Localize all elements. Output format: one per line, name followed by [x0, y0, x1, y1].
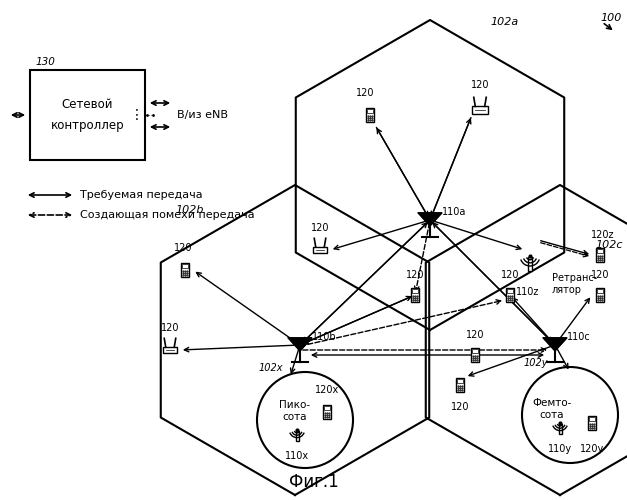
Text: Требуемая передача: Требуемая передача	[80, 190, 203, 200]
Text: 120: 120	[501, 270, 519, 280]
Bar	[456, 378, 464, 392]
Text: 120: 120	[591, 270, 609, 280]
Text: 110y: 110y	[548, 444, 572, 454]
Bar	[597, 249, 603, 254]
Text: 102a: 102a	[490, 17, 519, 27]
Text: 110x: 110x	[285, 451, 309, 461]
Polygon shape	[543, 338, 567, 351]
Bar	[411, 288, 419, 302]
Text: сота: сота	[283, 412, 307, 422]
Bar	[472, 350, 478, 354]
Text: 120: 120	[356, 88, 374, 98]
Text: 110a: 110a	[442, 207, 466, 217]
Bar	[295, 432, 298, 441]
Bar	[30, 70, 145, 160]
Text: Создающая помехи передача: Создающая помехи передача	[80, 210, 255, 220]
Text: Фиг.1: Фиг.1	[288, 473, 339, 491]
Text: лятор: лятор	[552, 285, 582, 295]
Bar	[596, 248, 604, 262]
Text: 102x: 102x	[259, 363, 283, 373]
Bar	[559, 425, 562, 434]
Bar	[323, 406, 331, 418]
Text: Фемто-: Фемто-	[532, 398, 572, 408]
Bar	[588, 416, 596, 430]
Bar	[589, 418, 594, 422]
Text: 110c: 110c	[567, 332, 591, 342]
Text: 102y: 102y	[524, 358, 549, 368]
Bar	[457, 380, 463, 384]
Text: 102b: 102b	[175, 205, 204, 215]
Text: 100: 100	[600, 13, 621, 23]
Bar	[181, 263, 189, 277]
Text: Пико-: Пико-	[280, 400, 310, 410]
Text: В/из eNB: В/из eNB	[177, 110, 228, 120]
Bar	[528, 257, 532, 271]
Bar	[597, 289, 603, 294]
Bar	[413, 290, 418, 294]
Text: 120: 120	[311, 223, 329, 233]
Bar	[366, 108, 374, 122]
Text: 120z: 120z	[591, 230, 614, 240]
Text: сота: сота	[540, 410, 564, 420]
Text: 120: 120	[451, 402, 469, 412]
Text: 110z: 110z	[516, 287, 540, 297]
Bar	[367, 109, 373, 114]
Bar	[471, 348, 479, 362]
Text: 120y: 120y	[580, 444, 604, 454]
Bar	[472, 106, 488, 114]
Bar	[596, 288, 604, 302]
Bar	[324, 406, 330, 410]
Bar	[506, 288, 514, 302]
Text: 130: 130	[35, 57, 55, 67]
Text: 102c: 102c	[595, 240, 623, 250]
Polygon shape	[418, 213, 442, 226]
Text: ⋮: ⋮	[130, 108, 144, 122]
Text: Сетевой: Сетевой	[61, 98, 113, 110]
Text: 110b: 110b	[312, 332, 337, 342]
Bar	[163, 346, 177, 354]
Text: 120x: 120x	[315, 385, 339, 395]
Text: Ретранс-: Ретранс-	[552, 273, 598, 283]
Polygon shape	[288, 338, 312, 351]
Text: 120: 120	[466, 330, 484, 340]
Text: 120: 120	[161, 323, 179, 333]
Bar	[507, 290, 513, 294]
Text: 120: 120	[471, 80, 489, 90]
Text: контроллер: контроллер	[51, 120, 124, 132]
Text: 120: 120	[174, 243, 192, 253]
Bar	[182, 264, 188, 268]
Bar	[313, 246, 327, 254]
Text: 120: 120	[406, 270, 424, 280]
